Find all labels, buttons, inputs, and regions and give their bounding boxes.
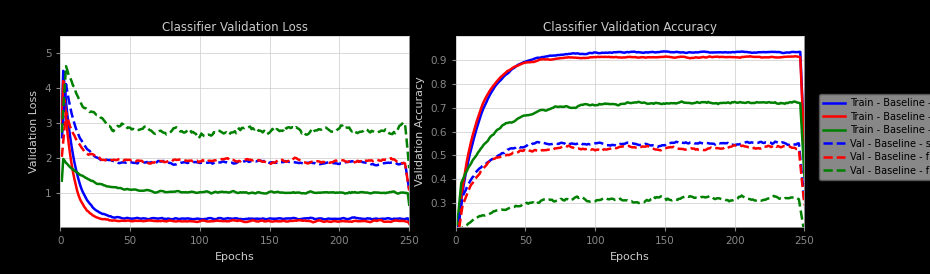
Title: Classifier Validation Loss: Classifier Validation Loss: [162, 21, 308, 35]
Title: Classifier Validation Accuracy: Classifier Validation Accuracy: [543, 21, 717, 35]
X-axis label: Epochs: Epochs: [215, 252, 255, 262]
Legend: Train - Baseline - scratch, Train - Baseline - finetune, Train - Baseline - froz: Train - Baseline - scratch, Train - Base…: [818, 94, 930, 180]
Y-axis label: Validation Loss: Validation Loss: [29, 90, 39, 173]
X-axis label: Epochs: Epochs: [610, 252, 650, 262]
Y-axis label: Validation Accuracy: Validation Accuracy: [415, 77, 425, 186]
